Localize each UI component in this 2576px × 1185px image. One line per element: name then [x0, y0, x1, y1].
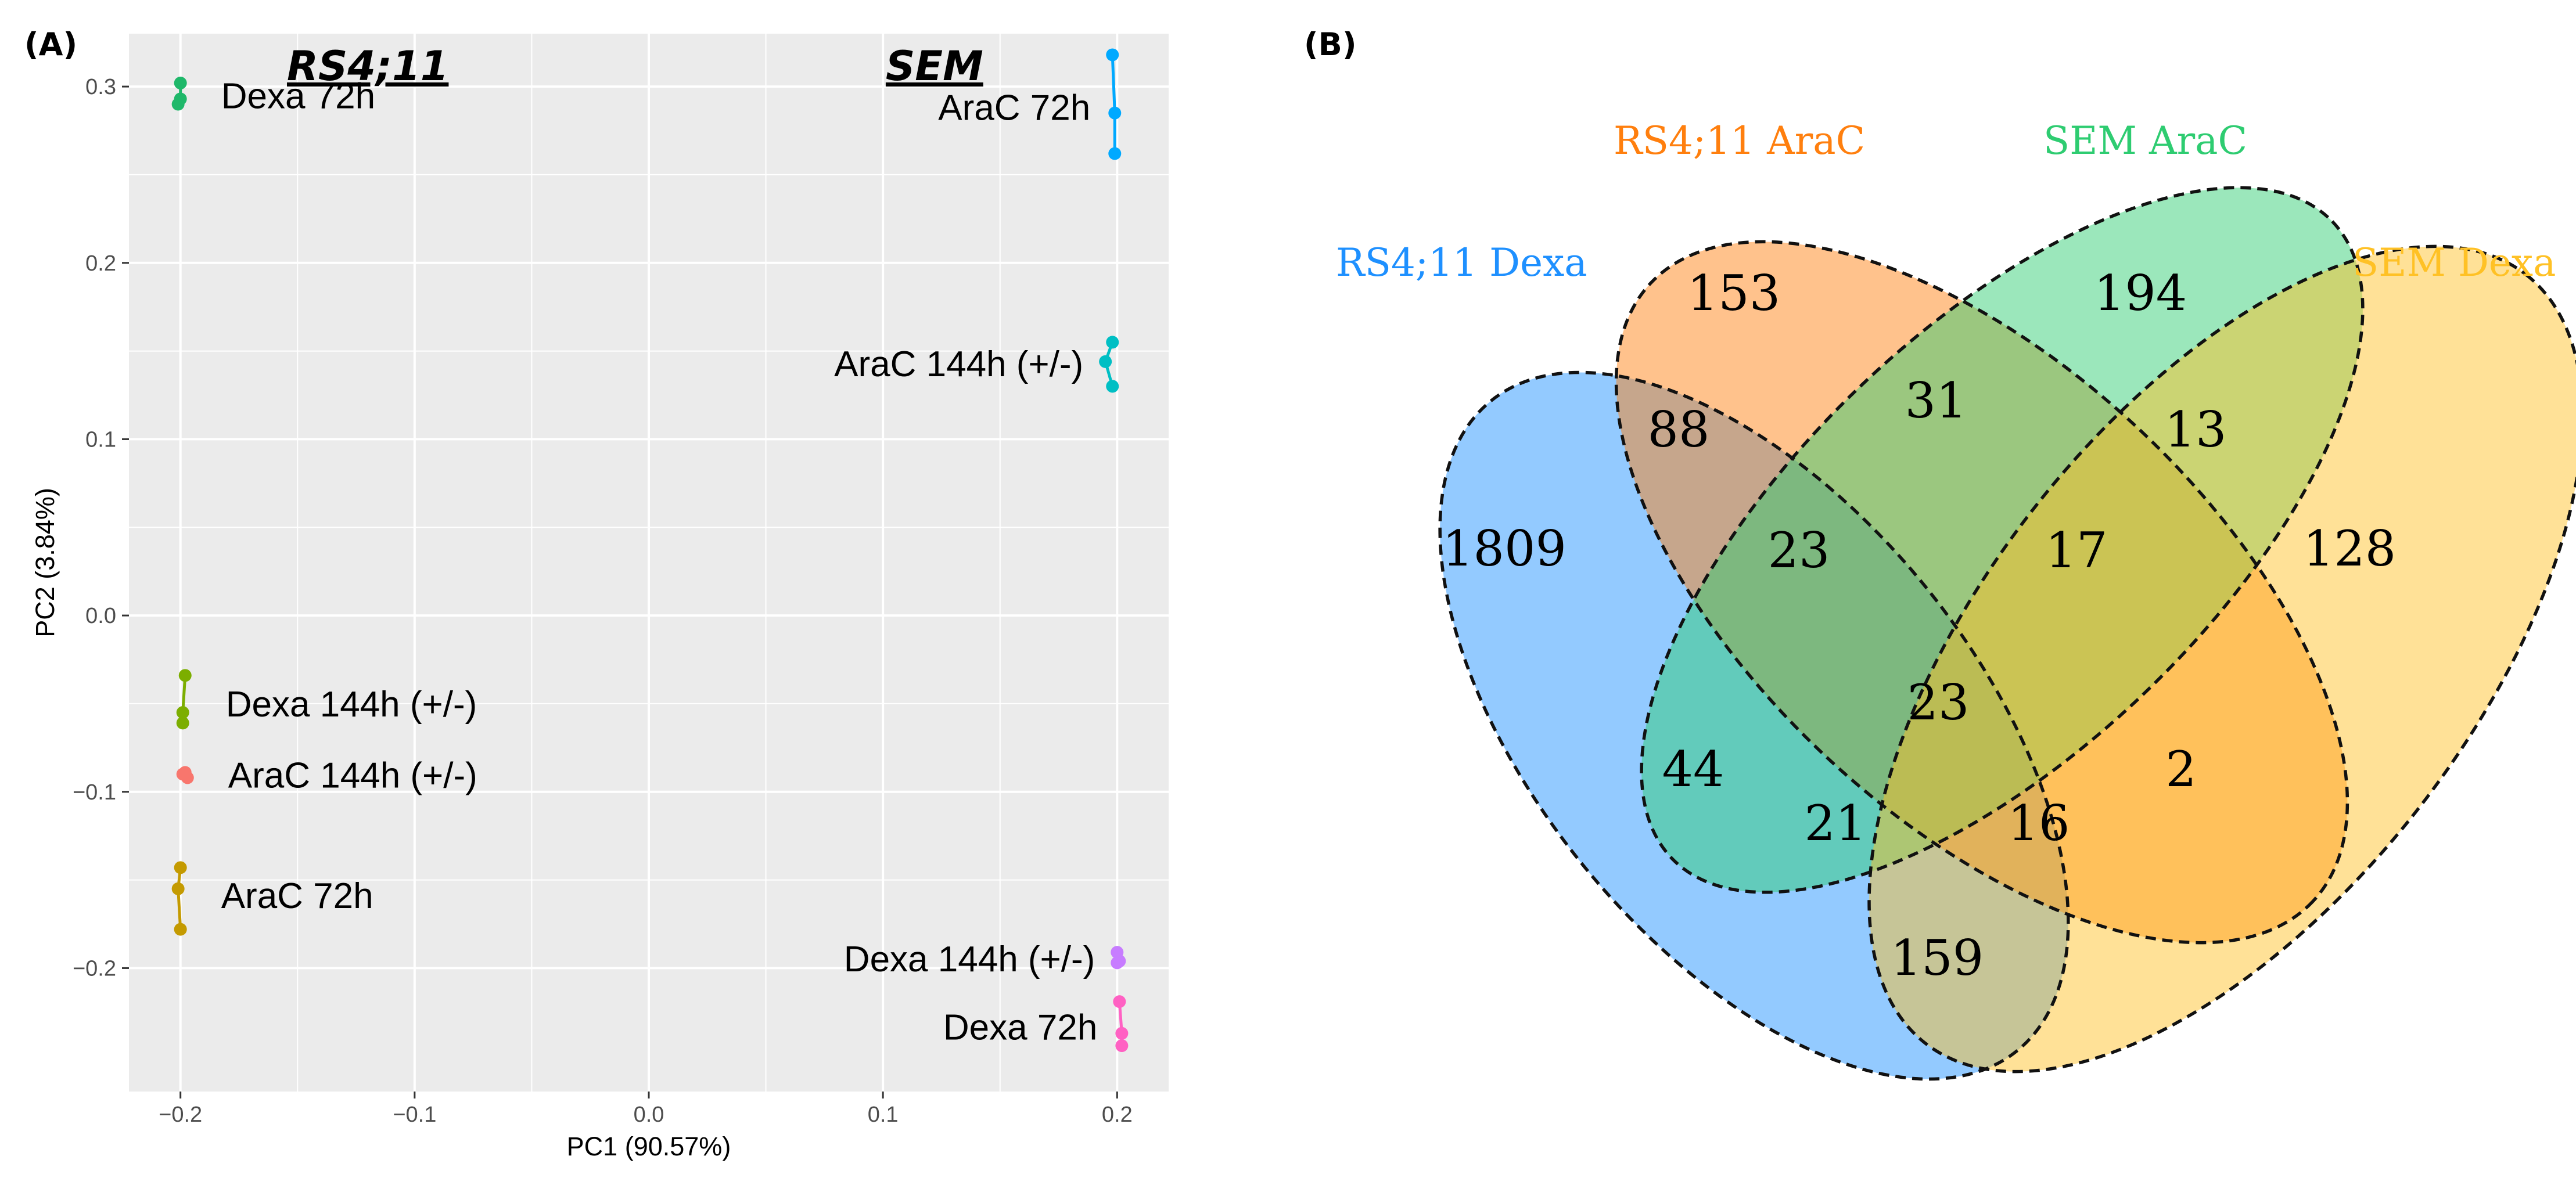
venn-outline-rs4-11-arac	[1614, 240, 2349, 945]
venn-outlines	[1438, 186, 2576, 1081]
pca-point-labels: Dexa 72h Dexa 144h (+/-) AraC 144h (+/-) Ar…	[221, 76, 1098, 1047]
data-point	[174, 861, 187, 874]
venn-count-sem-arac: 194	[2094, 265, 2187, 322]
data-point	[174, 923, 187, 936]
data-point	[178, 766, 192, 779]
point-label-sem-dexa-144h: Dexa 144h (+/-)	[844, 939, 1095, 979]
venn-count-rs4-11-arac: 153	[1687, 265, 1780, 322]
pca-y-axis-title: PC2 (3.84%)	[30, 488, 60, 637]
y-tick-label: 0.3	[85, 75, 116, 99]
series-rs4-11-dexa-72h	[171, 77, 187, 111]
series-rs4-11-arac-144h	[176, 766, 194, 784]
x-tick-label: 0.1	[868, 1103, 899, 1127]
series-sem-arac-72h	[1106, 48, 1122, 160]
data-point	[1108, 106, 1122, 120]
data-point	[1106, 48, 1119, 62]
data-point	[171, 882, 185, 895]
venn-count-rs4-11-arac-and-sem-arac: 31	[1905, 372, 1967, 429]
data-point	[176, 706, 189, 719]
point-label-rs4-11-arac-72h: AraC 72h	[221, 876, 373, 916]
group-title-sem: SEM	[886, 42, 983, 90]
point-label-sem-arac-144h: AraC 144h (+/-)	[834, 344, 1083, 384]
venn-count-rs4-11-dexa-and-rs4-11-arac-and-sem-arac-and-sem-dexa: 23	[1907, 674, 1970, 731]
data-point	[178, 669, 192, 682]
x-tick-label: 0.2	[1102, 1103, 1133, 1127]
venn-outline-rs4-11-dexa	[1438, 370, 2070, 1081]
series-rs4-11-dexa-144h	[176, 669, 192, 730]
venn-count-rs4-11-dexa-and-rs4-11-arac-and-sem-arac: 23	[1768, 522, 1830, 579]
venn-count-rs4-11-dexa-and-rs4-11-arac-and-sem-dexa: 16	[2008, 795, 2070, 852]
point-label-sem-dexa-72h: Dexa 72h	[943, 1008, 1097, 1048]
venn-count-rs4-11-dexa-and-sem-arac-and-sem-dexa: 21	[1805, 795, 1867, 852]
y-tick-label: 0.0	[85, 604, 116, 628]
group-title-rs4-11: RS4;11	[287, 42, 448, 90]
data-point	[176, 716, 189, 730]
data-point	[1115, 1026, 1129, 1040]
venn-fill-sem-dexa	[1869, 246, 2576, 1072]
x-tick-label: −0.1	[393, 1103, 436, 1127]
venn-count-rs4-11-dexa-and-sem-dexa: 159	[1891, 930, 1984, 986]
venn-fill-rs4-11-arac	[1616, 242, 2348, 943]
venn-set-label-rs4-11-dexa: RS4;11 Dexa	[1336, 240, 1587, 285]
pca-x-axis-title: PC1 (90.57%)	[567, 1132, 731, 1161]
venn-count-rs4-11-dexa-and-sem-arac: 44	[1662, 741, 1724, 798]
point-label-rs4-11-dexa-144h: Dexa 144h (+/-)	[226, 685, 477, 725]
pca-series	[171, 48, 1129, 1053]
panel-b-label: (B)	[1304, 26, 1357, 63]
venn-count-sem-dexa: 128	[2303, 520, 2396, 577]
venn-region-counts: 1809 153 194 128 88 31 13 44 2 159 23 17 21 16 23	[1442, 265, 2396, 986]
data-point	[174, 77, 187, 90]
data-point	[1099, 355, 1112, 368]
series-sem-arac-144h	[1099, 336, 1119, 393]
x-tick-label: 0.0	[634, 1103, 664, 1127]
venn-set-label-sem-dexa: SEM Dexa	[2352, 240, 2556, 285]
data-point	[1111, 956, 1124, 970]
venn-set-labels: RS4;11 Dexa RS4;11 AraC SEM AraC SEM Dexa	[1336, 118, 2556, 285]
venn-set-label-rs4-11-arac: RS4;11 AraC	[1614, 118, 1865, 163]
point-label-rs4-11-arac-144h: AraC 144h (+/-)	[228, 755, 477, 795]
y-tick-label: 0.1	[85, 427, 116, 452]
y-tick-label: 0.2	[85, 251, 116, 276]
point-label-rs4-11-dexa-72h: Dexa 72h	[221, 76, 375, 116]
pca-tick-labels: −0.2 −0.1 0.0 0.1 0.2 0.3 0.2 0.1 0.0 −0.1 −0.2	[73, 75, 1133, 1127]
venn-set-label-sem-arac: SEM AraC	[2043, 118, 2247, 163]
venn-count-rs4-11-dexa: 1809	[1442, 520, 1567, 577]
series-rs4-11-arac-72h	[171, 861, 187, 936]
data-point	[1106, 380, 1119, 393]
venn-count-sem-arac-and-sem-dexa: 13	[2165, 401, 2227, 458]
y-tick-label: −0.2	[73, 956, 116, 981]
venn-count-rs4-11-arac-and-sem-arac-and-sem-dexa: 17	[2046, 522, 2108, 579]
venn-outline-sem-dexa	[1867, 244, 2576, 1074]
data-point	[1113, 995, 1126, 1008]
y-tick-label: −0.1	[73, 780, 116, 805]
pca-axis-ticks	[122, 85, 1118, 1098]
data-point	[174, 92, 187, 106]
data-point	[1106, 336, 1119, 349]
venn-fills	[1440, 188, 2576, 1079]
venn-fill-sem-arac	[1641, 188, 2363, 892]
pca-group-titles: RS4;11 SEM	[287, 42, 983, 90]
venn-count-rs4-11-dexa-and-rs4-11-arac: 88	[1648, 401, 1710, 458]
series-sem-dexa-144h	[1111, 946, 1126, 970]
data-point	[1115, 1039, 1129, 1053]
series-sem-dexa-72h	[1113, 995, 1129, 1053]
point-label-sem-arac-72h: AraC 72h	[938, 88, 1090, 128]
venn-count-rs4-11-arac-and-sem-dexa: 2	[2165, 741, 2196, 798]
data-point	[1108, 147, 1122, 160]
panel-a-label: (A)	[24, 26, 77, 63]
x-tick-label: −0.2	[159, 1103, 202, 1127]
venn-fill-rs4-11-dexa	[1440, 372, 2068, 1079]
